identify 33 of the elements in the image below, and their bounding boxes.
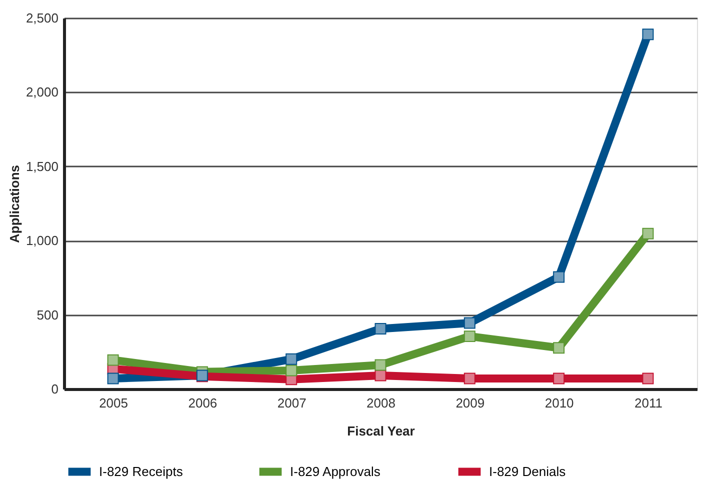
legend-label: I-829 Denials (489, 464, 566, 479)
y-tick-label: 0 (51, 382, 58, 396)
x-tick-label: 2006 (188, 396, 218, 410)
y-tick-label: 1,000 (26, 233, 58, 248)
point (286, 353, 298, 365)
legend-label: I-829 Approvals (290, 464, 381, 479)
x-tick-label: 2005 (99, 396, 128, 410)
point (286, 364, 298, 376)
point (464, 372, 476, 384)
y-tick-label: 2,500 (26, 10, 58, 26)
point (553, 271, 565, 283)
y-tick-label: 500 (36, 307, 58, 322)
y-axis-title: Applications (6, 164, 22, 244)
point (553, 342, 565, 354)
x-tick-label: 2008 (366, 396, 396, 410)
point (374, 323, 386, 334)
point (374, 359, 386, 371)
x-tick-label: 2011 (634, 396, 662, 410)
point (107, 372, 119, 384)
x-tick-label: 2007 (277, 396, 306, 410)
point (642, 28, 654, 40)
point (642, 228, 654, 240)
legend-label: I-829 Receipts (99, 464, 184, 479)
point (464, 317, 476, 329)
point (553, 372, 565, 384)
point (642, 372, 654, 384)
point (464, 330, 476, 342)
point (107, 354, 119, 366)
x-tick-label: 2009 (456, 396, 485, 410)
y-tick-label: 2,000 (26, 84, 58, 100)
y-tick-label: 1,500 (26, 158, 58, 174)
x-axis-title: Fiscal Year (347, 424, 415, 438)
x-tick-label: 2010 (544, 396, 574, 410)
